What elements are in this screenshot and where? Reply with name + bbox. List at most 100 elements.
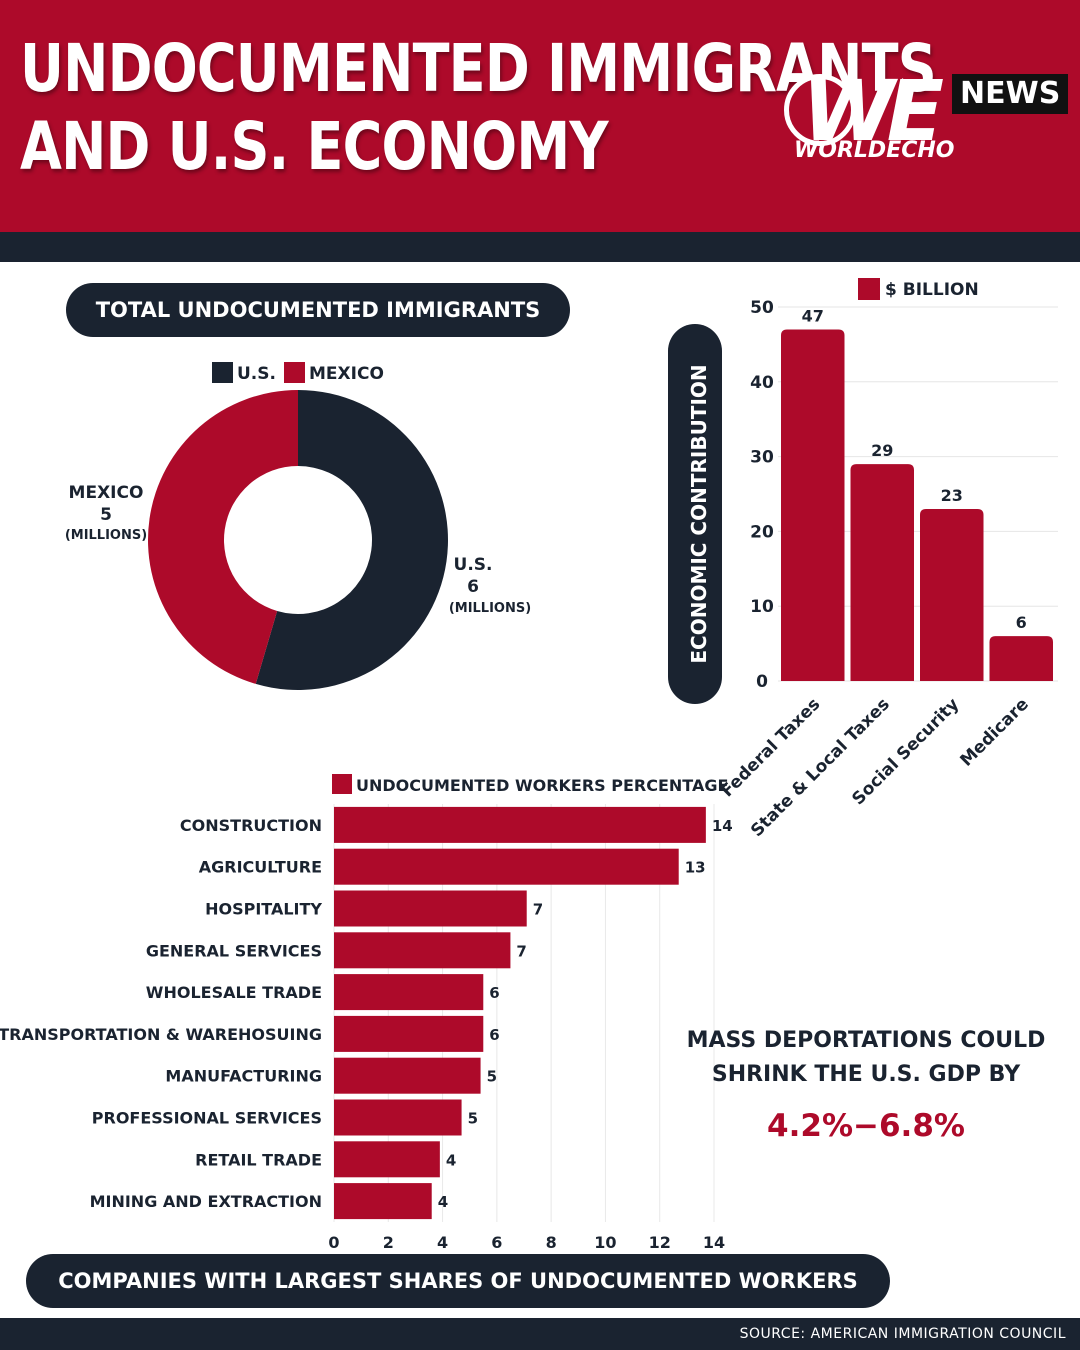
vbar-bar xyxy=(850,464,914,681)
worldecho-logo[interactable]: WE NEWS WORLDECHO xyxy=(780,62,1069,168)
hbar-category-label: WHOLESALE TRADE xyxy=(146,983,322,1002)
legend-label-billion: $ BILLION xyxy=(885,280,979,300)
hbar-x-tick-label: 0 xyxy=(328,1233,339,1252)
hbar-bar xyxy=(334,848,679,885)
legend-label-workers: UNDOCUMENTED WORKERS PERCENTAGE xyxy=(356,776,728,795)
hbar-category-label: MINING AND EXTRACTION xyxy=(90,1192,322,1211)
vbar-y-tick-label: 30 xyxy=(750,448,774,468)
vbar-y-tick-label: 50 xyxy=(750,298,774,318)
legend-swatch-workers xyxy=(332,774,352,794)
title-line-2: AND U.S. ECONOMY xyxy=(20,108,609,185)
note-line-1: MASS DEPORTATIONS COULD xyxy=(686,1028,1046,1053)
vbar-bar xyxy=(989,636,1053,681)
hbar-bar xyxy=(334,1141,440,1178)
hbar-data-label: 14 xyxy=(712,817,733,835)
vbar-y-tick-label: 0 xyxy=(756,672,768,692)
vbar-data-label: 47 xyxy=(802,306,824,325)
hbar-category-labels: CONSTRUCTION AGRICULTURE HOSPITALITY GENERA… xyxy=(0,816,322,1211)
pie-label-mexico-value: 5 xyxy=(100,505,112,525)
hbar-category-label: AGRICULTURE xyxy=(199,858,322,877)
legend-swatch-mexico xyxy=(284,362,305,383)
hbar-category-label: TRANSPORTATION & WAREHOSUING xyxy=(0,1025,322,1044)
hbar-bars xyxy=(334,806,706,1220)
source-text: SOURCE: AMERICAN IMMIGRATION COUNCIL xyxy=(739,1326,1066,1342)
hbar-x-ticks: 0 2 4 6 8 10 12 14 xyxy=(328,1233,725,1252)
donut-chart: U.S. MEXICO MEXICO 5 (MILLIONS) U.S. 6 (… xyxy=(65,362,531,690)
vbar-bars xyxy=(781,329,1053,681)
hbar-x-tick-label: 2 xyxy=(383,1233,394,1252)
industries-title-pill: COMPANIES WITH LARGEST SHARES OF UNDOCUM… xyxy=(26,1254,890,1308)
logo-we: WE xyxy=(802,62,944,160)
y-axis-label: ECONOMIC CONTRIBUTION xyxy=(687,364,711,663)
header-divider xyxy=(0,232,1080,262)
globe-icon xyxy=(784,74,856,146)
hbar-x-tick-label: 8 xyxy=(546,1233,557,1252)
hbar-category-label: PROFESSIONAL SERVICES xyxy=(92,1109,322,1128)
hbar-bar xyxy=(334,1015,484,1052)
vbar-data-label: 23 xyxy=(941,486,963,505)
vbar-bar xyxy=(920,508,984,681)
pie-label-mexico-unit: (MILLIONS) xyxy=(65,528,147,543)
hbar-x-tick-label: 12 xyxy=(649,1233,671,1252)
header-banner: UNDOCUMENTED IMMIGRANTS AND U.S. ECONOMY… xyxy=(0,0,1080,232)
hbar-x-tick-label: 10 xyxy=(594,1233,616,1252)
hbar-data-label: 6 xyxy=(489,1026,499,1044)
pie-label-us-name: U.S. xyxy=(454,555,493,575)
hbar-bar xyxy=(334,806,706,843)
pie-label-us-unit: (MILLIONS) xyxy=(449,601,531,616)
hbar-category-label: HOSPITALITY xyxy=(205,900,322,919)
note-line-2: SHRINK THE U.S. GDP BY xyxy=(711,1062,1021,1087)
legend-label-us: U.S. xyxy=(237,364,276,384)
economic-contribution-chart: ECONOMIC CONTRIBUTION $ BILLION 0 10 20 30 4… xyxy=(668,278,1058,841)
hbar-bar xyxy=(334,890,527,927)
legend-swatch-us xyxy=(212,362,233,383)
vbar-bar xyxy=(781,329,845,681)
logo-news-badge: NEWS xyxy=(952,74,1069,114)
hbar-bar xyxy=(334,1183,432,1220)
hbar-bar xyxy=(334,1099,462,1136)
hbar-data-label: 4 xyxy=(446,1151,456,1169)
vbar-category-label: Medicare xyxy=(956,694,1032,770)
pie-label-mexico-name: MEXICO xyxy=(69,483,144,503)
vbar-data-label: 29 xyxy=(871,441,893,460)
hbar-category-label: MANUFACTURING xyxy=(165,1067,322,1086)
hbar-data-label: 13 xyxy=(685,859,706,877)
hbar-x-tick-label: 6 xyxy=(491,1233,502,1252)
hbar-data-label: 5 xyxy=(487,1068,497,1086)
deportation-note: MASS DEPORTATIONS COULD SHRINK THE U.S. … xyxy=(666,1024,1066,1092)
hbar-data-label: 4 xyxy=(438,1193,448,1211)
vbar-category-label: State & Local Taxes xyxy=(747,694,894,841)
hbar-data-labels: 14 13 7 7 6 6 5 5 4 4 xyxy=(438,817,733,1211)
hbar-bar xyxy=(334,932,511,969)
vbar-y-tick-label: 10 xyxy=(750,597,774,617)
hbar-category-label: GENERAL SERVICES xyxy=(146,941,322,960)
pie-title-pill: TOTAL UNDOCUMENTED IMMIGRANTS xyxy=(66,283,570,337)
hbar-data-label: 7 xyxy=(516,942,526,960)
hbar-category-label: RETAIL TRADE xyxy=(195,1150,322,1169)
vbar-y-tick-label: 40 xyxy=(750,373,774,393)
hbar-data-label: 5 xyxy=(468,1110,478,1128)
footer-bar: SOURCE: AMERICAN IMMIGRATION COUNCIL xyxy=(0,1318,1080,1350)
gdp-percentage: 4.2%−6.8% xyxy=(767,1108,965,1144)
ylabel-pill xyxy=(668,324,722,704)
legend-label-mexico: MEXICO xyxy=(309,364,384,384)
pie-label-us-value: 6 xyxy=(467,577,479,597)
hbar-x-tick-label: 14 xyxy=(703,1233,725,1252)
pie-slice-mexico xyxy=(147,390,298,684)
logo-wordmark: WORLDECHO xyxy=(794,138,955,163)
pie-label-us: U.S. 6 (MILLIONS) xyxy=(449,555,531,616)
hbar-bar xyxy=(334,1057,481,1094)
vbar-data-labels: 47 29 23 6 xyxy=(802,306,1027,632)
legend-swatch-billion xyxy=(858,278,880,300)
pie-slice-us xyxy=(255,390,448,690)
vbar-y-tick-label: 20 xyxy=(750,522,774,542)
page-title: UNDOCUMENTED IMMIGRANTS AND U.S. ECONOMY xyxy=(20,30,937,186)
pie-label-mexico: MEXICO 5 (MILLIONS) xyxy=(65,483,147,543)
hbar-x-tick-label: 4 xyxy=(437,1233,448,1252)
pie-legend: U.S. MEXICO xyxy=(212,362,384,384)
hbar-bar xyxy=(334,974,484,1011)
hbar-data-label: 6 xyxy=(489,984,499,1002)
workers-percentage-chart: UNDOCUMENTED WORKERS PERCENTAGE CONSTRUC… xyxy=(0,774,733,1252)
hbar-category-label: CONSTRUCTION xyxy=(180,816,322,835)
